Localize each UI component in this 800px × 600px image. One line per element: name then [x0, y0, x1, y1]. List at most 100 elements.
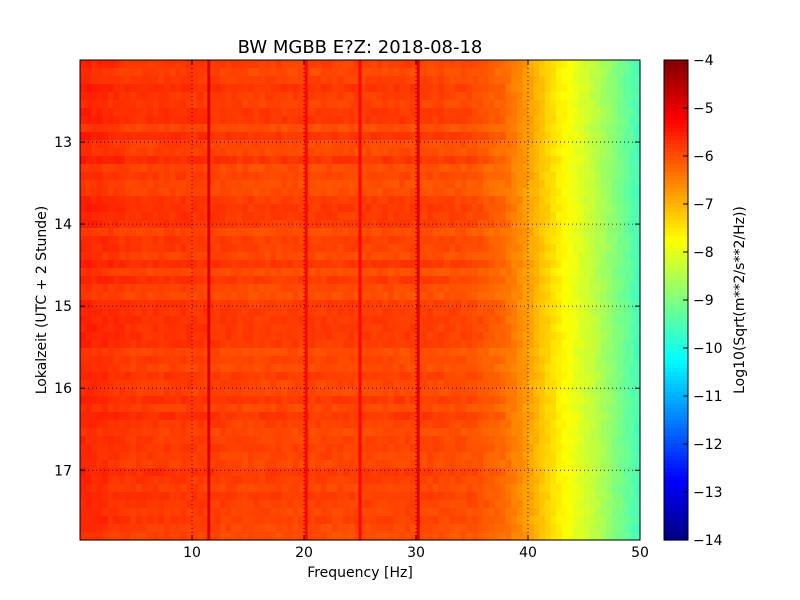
- heatmap-cell: [119, 204, 126, 213]
- heatmap-cell: [528, 140, 535, 149]
- heatmap-cell: [152, 444, 159, 453]
- heatmap-cell: [192, 220, 199, 229]
- heatmap-cell: [147, 228, 154, 237]
- heatmap-cell: [270, 212, 277, 221]
- heatmap-cell: [175, 524, 182, 533]
- heatmap-cell: [186, 108, 193, 117]
- heatmap-cell: [522, 276, 529, 285]
- heatmap-cell: [85, 276, 92, 285]
- heatmap-cell: [298, 164, 305, 173]
- heatmap-cell: [242, 292, 249, 301]
- heatmap-cell: [192, 428, 199, 437]
- heatmap-cell: [152, 372, 159, 381]
- heatmap-cell: [320, 220, 327, 229]
- heatmap-cell: [410, 516, 417, 525]
- heatmap-cell: [164, 188, 171, 197]
- heatmap-cell: [231, 412, 238, 421]
- heatmap-cell: [432, 132, 439, 141]
- heatmap-cell: [438, 492, 445, 501]
- heatmap-cell: [208, 76, 215, 85]
- heatmap-cell: [175, 212, 182, 221]
- heatmap-cell: [528, 60, 535, 69]
- heatmap-cell: [91, 356, 98, 365]
- heatmap-cell: [382, 220, 389, 229]
- heatmap-cell: [472, 324, 479, 333]
- heatmap-cell: [472, 276, 479, 285]
- heatmap-cell: [477, 188, 484, 197]
- heatmap-cell: [337, 164, 344, 173]
- heatmap-cell: [119, 348, 126, 357]
- heatmap-cell: [119, 356, 126, 365]
- heatmap-cell: [477, 100, 484, 109]
- heatmap-cell: [348, 396, 355, 405]
- heatmap-cell: [298, 364, 305, 373]
- heatmap-cell: [393, 276, 400, 285]
- heatmap-cell: [248, 92, 255, 101]
- heatmap-cell: [539, 172, 546, 181]
- heatmap-cell: [544, 116, 551, 125]
- heatmap-cell: [208, 532, 215, 541]
- heatmap-cell: [208, 284, 215, 293]
- heatmap-cell: [511, 372, 518, 381]
- heatmap-cell: [108, 388, 115, 397]
- heatmap-cell: [85, 252, 92, 261]
- heatmap-cell: [197, 372, 204, 381]
- heatmap-cell: [298, 180, 305, 189]
- heatmap-cell: [393, 396, 400, 405]
- heatmap-cell: [164, 524, 171, 533]
- heatmap-cell: [197, 348, 204, 357]
- heatmap-cell: [343, 404, 350, 413]
- heatmap-cell: [158, 260, 165, 269]
- heatmap-cell: [500, 164, 507, 173]
- heatmap-cell: [152, 324, 159, 333]
- heatmap-cell: [337, 108, 344, 117]
- heatmap-cell: [175, 388, 182, 397]
- heatmap-cell: [320, 524, 327, 533]
- heatmap-cell: [309, 508, 316, 517]
- heatmap-cell: [337, 140, 344, 149]
- heatmap-cell: [152, 292, 159, 301]
- heatmap-cell: [438, 436, 445, 445]
- heatmap-cell: [136, 108, 143, 117]
- heatmap-cell: [444, 388, 451, 397]
- heatmap-cell: [276, 84, 283, 93]
- heatmap-cell: [287, 244, 294, 253]
- heatmap-cell: [214, 284, 221, 293]
- heatmap-cell: [343, 316, 350, 325]
- heatmap-cell: [472, 460, 479, 469]
- heatmap-cell: [432, 212, 439, 221]
- heatmap-cell: [152, 404, 159, 413]
- heatmap-cell: [124, 524, 131, 533]
- heatmap-cell: [460, 508, 467, 517]
- heatmap-cell: [488, 516, 495, 525]
- heatmap-cell: [427, 156, 434, 165]
- heatmap-cell: [264, 164, 271, 173]
- heatmap-cell: [270, 244, 277, 253]
- heatmap-cell: [360, 108, 367, 117]
- heatmap-cell: [208, 244, 215, 253]
- heatmap-cell: [231, 212, 238, 221]
- heatmap-cell: [354, 460, 361, 469]
- heatmap-cell: [421, 68, 428, 77]
- heatmap-cell: [225, 396, 232, 405]
- heatmap-cell: [124, 164, 131, 173]
- heatmap-cell: [264, 492, 271, 501]
- heatmap-cell: [432, 372, 439, 381]
- heatmap-cell: [298, 108, 305, 117]
- heatmap-cell: [320, 84, 327, 93]
- heatmap-cell: [315, 156, 322, 165]
- heatmap-cell: [220, 436, 227, 445]
- heatmap-cell: [141, 372, 148, 381]
- heatmap-cell: [225, 300, 232, 309]
- heatmap-cell: [236, 492, 243, 501]
- heatmap-cell: [113, 452, 120, 461]
- heatmap-cell: [186, 260, 193, 269]
- heatmap-cell: [432, 428, 439, 437]
- heatmap-cell: [472, 308, 479, 317]
- heatmap-cell: [270, 148, 277, 157]
- heatmap-cell: [253, 92, 260, 101]
- heatmap-cell: [124, 500, 131, 509]
- heatmap-cell: [80, 348, 87, 357]
- heatmap-cell: [186, 180, 193, 189]
- heatmap-cell: [539, 468, 546, 477]
